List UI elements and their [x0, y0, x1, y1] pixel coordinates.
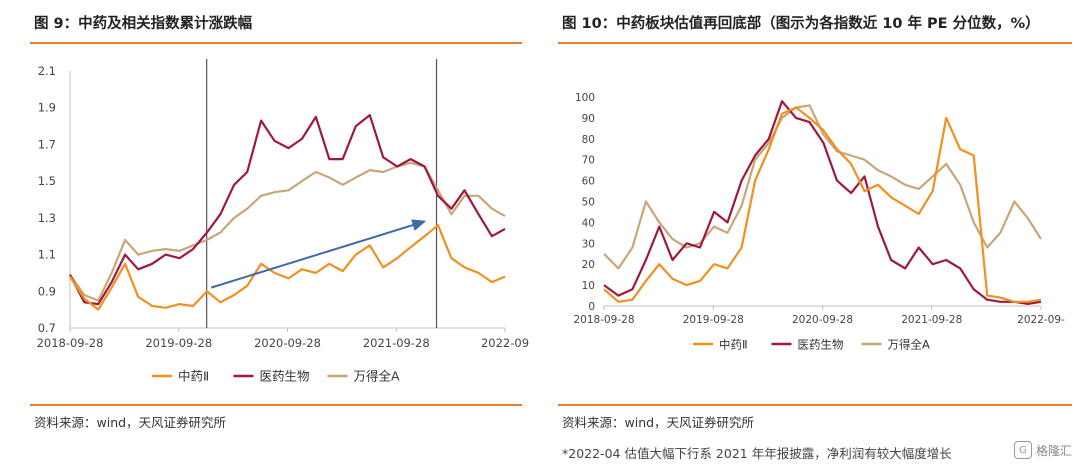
legend-label: 万得全A — [354, 369, 401, 384]
watermark-text: 格隆汇 — [1035, 443, 1072, 458]
x-tick-label: 2019-09-28 — [145, 336, 212, 350]
legend-label: 医药生物 — [798, 338, 844, 352]
y-tick-label: 1.1 — [38, 248, 56, 262]
y-tick-label: 0.9 — [38, 284, 56, 298]
y-tick-label: 50 — [582, 197, 595, 209]
legend-label: 医药生物 — [260, 369, 310, 384]
y-tick-label: 0.7 — [38, 321, 56, 335]
gelonghui-logo-icon: G — [1013, 441, 1032, 459]
legend-label: 中药Ⅱ — [178, 369, 209, 384]
y-tick-label: 90 — [582, 113, 595, 125]
y-tick-label: 60 — [582, 176, 595, 188]
source-divider — [30, 404, 522, 406]
source-divider — [558, 404, 1072, 406]
legend-label: 中药Ⅱ — [719, 338, 748, 352]
series-line-0 — [69, 224, 506, 311]
figure-9-chart: 0.7 0.9 1.1 1.3 1.5 1.7 1.9 2.1 2018-09-28 2019-0… — [37, 59, 529, 384]
y-tick-label: 10 — [582, 280, 595, 292]
legend-label: 万得全A — [888, 338, 930, 352]
title-divider — [558, 42, 1072, 44]
figure-10-source: 资料来源：wind，天风证券研究所 — [562, 415, 755, 430]
series-line-1 — [69, 113, 506, 306]
x-tick-label: 2018-09-28 — [573, 314, 634, 326]
y-tick-label: 1.7 — [38, 137, 56, 151]
figure-9-panel: 图 9：中药及相关指数累计涨跌幅 0.7 0.9 1.1 1.3 1.5 1.7 1.9 2.… — [30, 16, 529, 430]
x-tick-label: 2022-09 — [481, 336, 529, 350]
x-tick-label: 2019-09-28 — [683, 314, 744, 326]
figure-10-footnote: *2022-04 估值大幅下行系 2021 年年报披露，净利润有较大幅度增长 — [562, 446, 952, 461]
title-divider — [30, 42, 522, 44]
x-tick-label: 2022-09- — [1017, 314, 1065, 326]
series-line-2 — [603, 104, 1042, 270]
y-tick-label: 70 — [582, 155, 595, 167]
y-tick-label: 2.1 — [38, 64, 56, 78]
figure-9-title: 图 9：中药及相关指数累计涨跌幅 — [34, 16, 253, 32]
x-tick-label: 2021-09-28 — [901, 314, 962, 326]
watermark: G 格隆汇 — [1013, 441, 1072, 459]
figure-10-panel: 图 10：中药板块估值再回底部（图示为各指数近 10 年 PE 分位数，%） 0… — [548, 0, 1080, 467]
x-tick-label: 2021-09-28 — [363, 336, 430, 350]
y-tick-label: 1.5 — [38, 174, 56, 188]
y-tick-label: 1.3 — [38, 211, 56, 225]
series-line-2 — [69, 161, 506, 302]
x-tick-label: 2020-09-28 — [254, 336, 321, 350]
x-tick-label: 2018-09-28 — [37, 336, 104, 350]
trend-arrow — [210, 219, 427, 289]
y-tick-label: 0 — [588, 301, 595, 313]
y-tick-label: 20 — [582, 259, 595, 271]
figure-10-title: 图 10：中药板块估值再回底部（图示为各指数近 10 年 PE 分位数，%） — [562, 16, 1040, 32]
y-tick-label: 80 — [582, 134, 595, 146]
figure-10-chart: 0 10 20 30 40 50 60 70 80 90 100 2018-09-28 2019-09-… — [573, 92, 1065, 352]
y-tick-label: 100 — [575, 92, 595, 104]
x-tick-label: 2020-09-28 — [792, 314, 853, 326]
y-tick-label: 40 — [582, 217, 595, 229]
figure-9-source: 资料来源：wind，天风证券研究所 — [34, 415, 227, 430]
y-tick-label: 1.9 — [38, 101, 56, 115]
series-line-1 — [603, 100, 1042, 305]
y-tick-label: 30 — [582, 238, 595, 250]
series-line-0 — [603, 106, 1042, 303]
